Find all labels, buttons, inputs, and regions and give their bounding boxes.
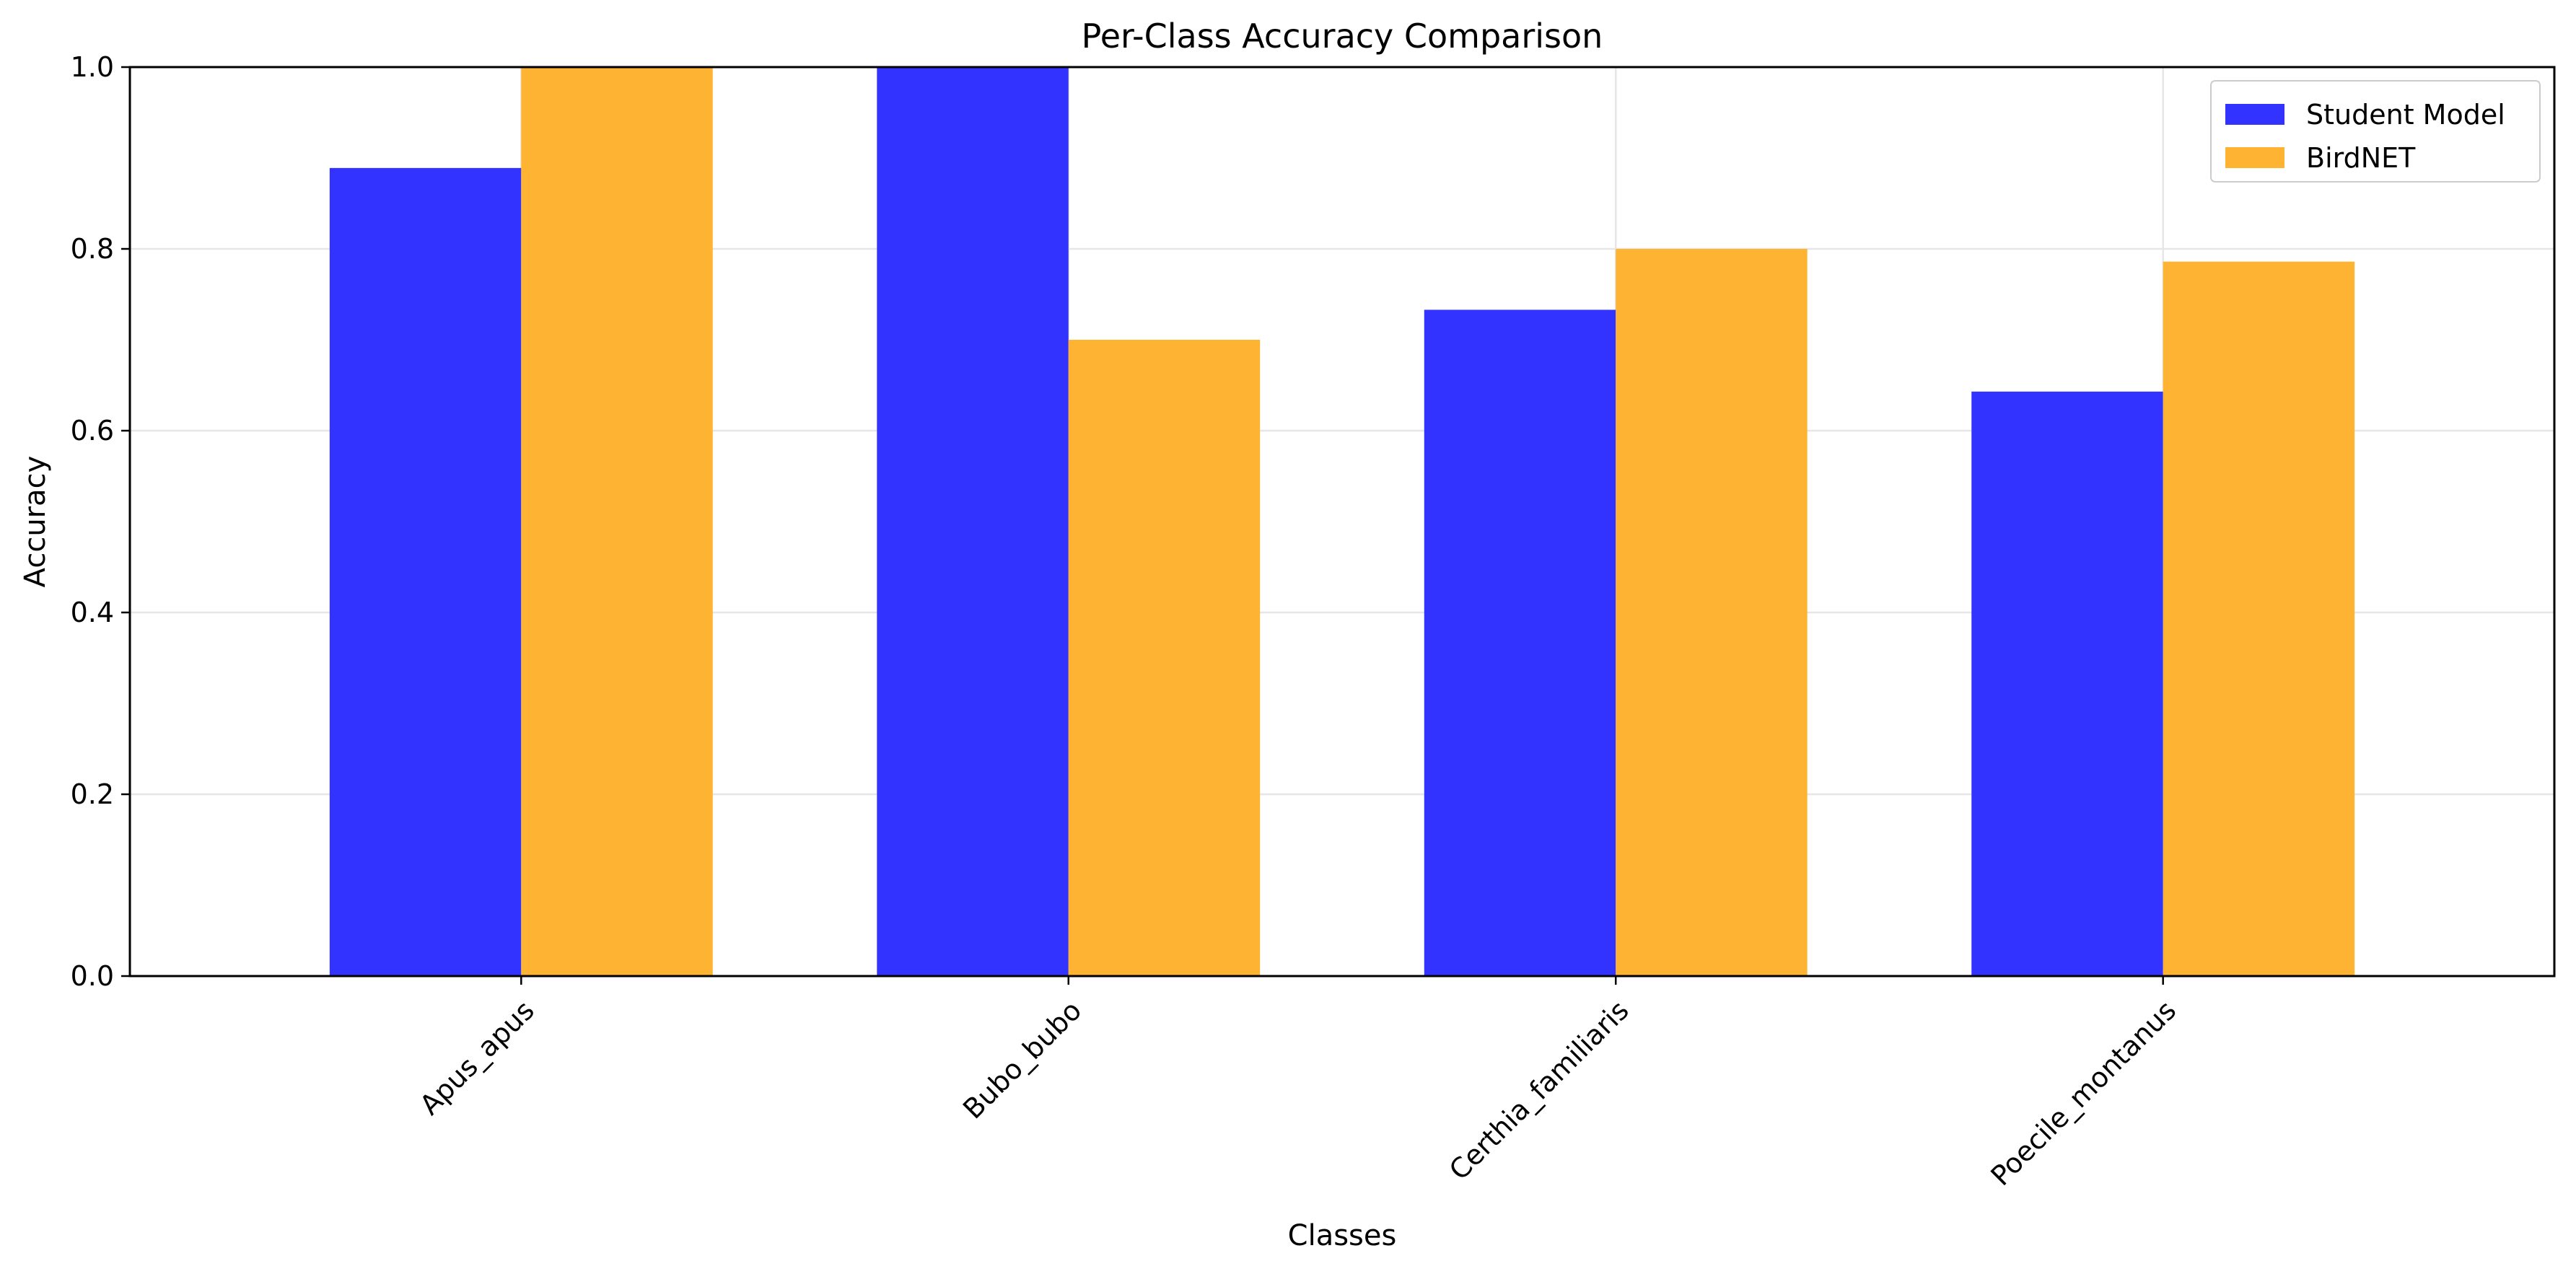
y-axis-label: Accuracy <box>19 456 52 588</box>
y-tick-label: 0.4 <box>71 597 114 628</box>
y-tick-label: 0.0 <box>71 960 114 992</box>
bars <box>329 67 2355 977</box>
bar-birdnet-apus-apus <box>521 67 713 976</box>
legend-label-student-model: Student Model <box>2306 99 2505 131</box>
bar-student-model-poecile-montanus <box>1971 391 2163 976</box>
y-tick-label: 0.6 <box>71 415 114 447</box>
bar-birdnet-certhia-familiaris <box>1616 249 1808 976</box>
x-axis-label: Classes <box>1288 1219 1397 1252</box>
bar-birdnet-bubo-bubo <box>1068 340 1261 976</box>
bar-student-model-certhia-familiaris <box>1424 309 1616 976</box>
bar-student-model-bubo-bubo <box>877 67 1069 976</box>
legend-swatch-birdnet <box>2225 147 2284 168</box>
legend-box <box>2210 80 2541 183</box>
y-tick-label: 0.2 <box>71 778 114 810</box>
legend-label-birdnet: BirdNET <box>2306 142 2416 174</box>
y-tick-label: 0.8 <box>71 233 114 265</box>
legend: Student Model BirdNET <box>2210 80 2541 183</box>
axes-frame <box>128 66 2556 978</box>
bar-student-model-apus-apus <box>329 167 522 977</box>
legend-swatch-student-model <box>2225 104 2284 125</box>
chart-title: Per-Class Accuracy Comparison <box>1082 17 1603 56</box>
y-tick-label: 1.0 <box>71 51 114 83</box>
bar-birdnet-poecile-montanus <box>2163 261 2355 976</box>
